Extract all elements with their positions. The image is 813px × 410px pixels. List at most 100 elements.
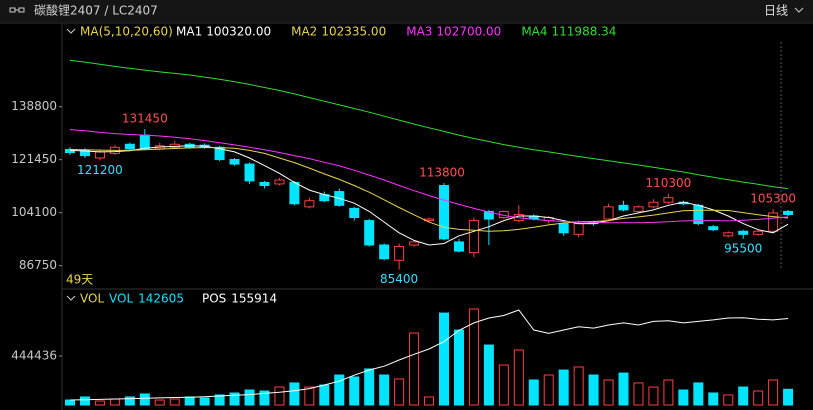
volume-bar: [753, 390, 764, 406]
volume-bar: [424, 396, 435, 406]
volume-bar: [139, 393, 150, 406]
volume-bar: [319, 384, 330, 406]
legend-name: MA4: [521, 25, 547, 39]
legend-value: 142605: [138, 292, 184, 306]
volume-bar: [693, 382, 704, 406]
collapse-arrow[interactable]: [66, 28, 76, 34]
header-bar: [0, 0, 813, 22]
candle-body: [124, 143, 135, 150]
volume-bar: [199, 397, 210, 406]
volume-bar: [588, 374, 599, 406]
legend-name: MA1: [176, 25, 202, 39]
candle-body: [753, 230, 764, 235]
volume-bar: [618, 372, 629, 406]
ma-line: [69, 59, 789, 190]
ma-line: [69, 145, 789, 246]
volume-bar: [65, 399, 75, 406]
volume-bar: [663, 379, 674, 406]
candle-body: [483, 210, 494, 220]
volume-bar: [678, 389, 689, 406]
contract-title: 碳酸锂2407 / LC2407: [34, 3, 158, 18]
legend-value: 111988.34: [552, 25, 617, 39]
volume-bar: [79, 396, 90, 406]
volume-bar: [394, 378, 405, 406]
candle-body: [558, 223, 569, 234]
candle-body: [139, 134, 150, 150]
candle-body: [79, 149, 90, 157]
volume-bar: [274, 386, 285, 406]
candle-body: [349, 207, 360, 219]
volume-bar: [648, 386, 659, 406]
volume-bar: [184, 396, 195, 406]
candle-body: [768, 212, 779, 232]
volume-bar: [768, 379, 779, 406]
y-tick-label: 138800: [11, 99, 57, 113]
volume-bar: [349, 376, 360, 406]
volume-bar: [543, 374, 554, 406]
legend-name: VOL: [109, 292, 133, 306]
price-annotation: 105300: [750, 191, 796, 205]
candle-body: [573, 223, 584, 235]
candle-body: [783, 210, 794, 215]
candle-body: [648, 201, 659, 208]
volume-bar: [558, 369, 569, 406]
y-tick-label: 444436: [11, 349, 57, 363]
legend-value: 155914: [231, 292, 277, 306]
volume-bar: [109, 398, 120, 406]
volume-bar: [364, 368, 375, 406]
candle-body: [409, 241, 420, 246]
volume-bar: [708, 392, 719, 406]
volume-bar: [214, 394, 225, 406]
volume-bar: [244, 389, 255, 406]
volume-bar: [723, 394, 734, 406]
candle-body: [603, 206, 614, 220]
collapse-arrow[interactable]: [66, 295, 76, 301]
volume-bar: [379, 374, 390, 406]
volume-bar: [334, 374, 345, 406]
price-annotation: 95500: [724, 241, 762, 255]
volume-bar: [513, 349, 524, 406]
candle-body: [708, 226, 719, 231]
ma-legend-title: MA(5,10,20,60): [80, 25, 173, 39]
volume-bar: [94, 400, 105, 406]
candle-body: [453, 241, 464, 252]
price-annotation: 85400: [380, 272, 418, 286]
volume-bar: [453, 329, 464, 406]
volume-bar: [603, 379, 614, 406]
candle-body: [379, 244, 390, 260]
chart-icon[interactable]: [9, 7, 25, 13]
volume-bar: [573, 366, 584, 406]
volume-bar: [229, 392, 240, 406]
volume-bar: [483, 344, 494, 406]
volume-bar: [738, 386, 749, 406]
y-tick-label: 104100: [11, 205, 57, 219]
candle-body: [289, 181, 300, 205]
period-selector[interactable]: 日线: [764, 4, 788, 18]
candle-body: [229, 159, 240, 165]
price-annotation: 113800: [419, 166, 465, 180]
price-annotation: 131450: [122, 112, 168, 126]
candle-body: [468, 220, 479, 254]
pos-line: [69, 309, 789, 401]
volume-bar: [439, 312, 449, 406]
candle-body: [244, 163, 255, 182]
volume-bar: [154, 399, 165, 406]
candle-body: [663, 197, 674, 203]
volume-bar: [124, 396, 135, 406]
legend-name: MA2: [291, 25, 317, 39]
ma-line: [69, 129, 789, 224]
dropdown-arrow[interactable]: [794, 7, 804, 13]
legend-name: POS: [202, 292, 226, 306]
candle-body: [618, 204, 629, 211]
volume-bar: [498, 364, 509, 406]
candle-body: [364, 220, 375, 246]
volume-bar: [259, 390, 270, 406]
days-label: 49天: [66, 273, 93, 287]
volume-bar: [409, 332, 420, 406]
legend-value: 102335.00: [321, 25, 386, 39]
legend-value: 102700.00: [436, 25, 501, 39]
legend-name: MA3: [406, 25, 432, 39]
y-tick-label: 121450: [11, 152, 57, 166]
y-tick-label: 86750: [19, 258, 57, 272]
